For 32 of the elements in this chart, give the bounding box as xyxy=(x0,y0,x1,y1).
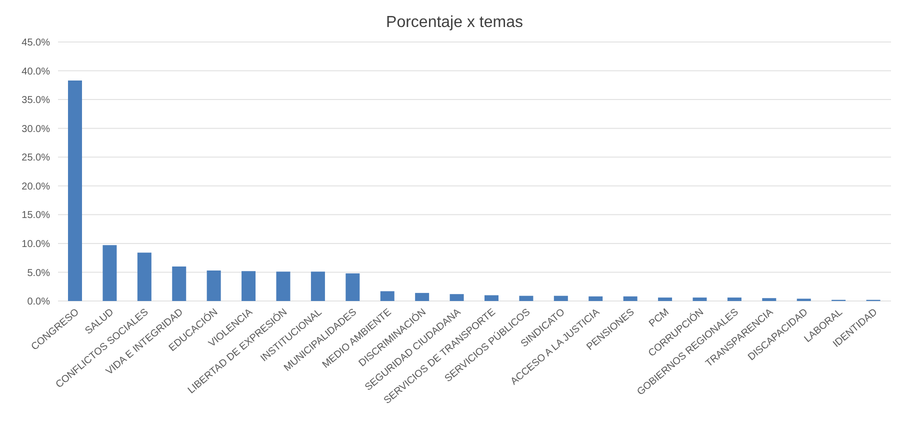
y-tick-label: 30.0% xyxy=(22,124,50,135)
y-tick-label: 25.0% xyxy=(22,152,50,164)
bar xyxy=(762,298,776,301)
bar xyxy=(415,292,430,301)
bar xyxy=(484,295,498,301)
bar xyxy=(380,291,394,301)
bar xyxy=(206,270,221,301)
bar xyxy=(692,298,707,301)
y-tick-label: 40.0% xyxy=(22,66,50,78)
bar xyxy=(450,294,464,301)
bar xyxy=(310,272,325,301)
bar xyxy=(554,296,568,301)
y-tick-label: 45.0% xyxy=(22,38,50,49)
y-tick-label: 35.0% xyxy=(22,95,50,106)
bar xyxy=(276,272,290,301)
y-tick-label: 20.0% xyxy=(22,181,50,192)
chart-title: Porcentaje x temas xyxy=(385,13,524,33)
y-tick-label: 5.0% xyxy=(27,268,50,279)
bar xyxy=(727,298,742,301)
bar xyxy=(137,252,152,301)
bar xyxy=(172,266,186,301)
bar xyxy=(588,296,603,301)
bar xyxy=(658,298,672,301)
y-tick-label: 10.0% xyxy=(22,238,50,250)
bar xyxy=(519,296,534,301)
bar xyxy=(346,273,360,301)
bar xyxy=(68,80,82,301)
bar xyxy=(242,271,256,301)
y-tick-label: 0.0% xyxy=(27,296,50,308)
y-tick-label: 15.0% xyxy=(22,210,50,222)
bar xyxy=(102,245,117,301)
bar xyxy=(623,296,638,301)
